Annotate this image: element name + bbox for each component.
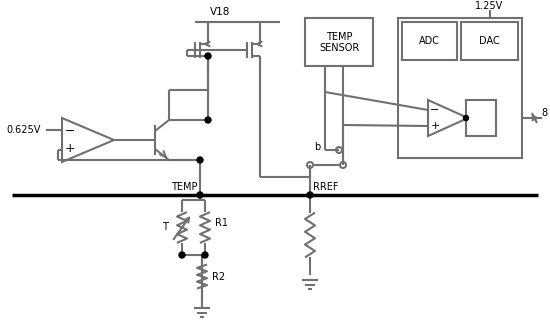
Text: T: T	[162, 222, 168, 233]
Circle shape	[197, 157, 203, 163]
Text: ADC: ADC	[419, 36, 440, 46]
Text: −: −	[65, 125, 75, 137]
Text: DAC: DAC	[479, 36, 500, 46]
Text: TEMP: TEMP	[326, 32, 352, 42]
Circle shape	[205, 117, 211, 123]
Bar	[398, 18, 522, 158]
Text: R2: R2	[212, 272, 225, 281]
Circle shape	[202, 252, 208, 258]
Text: −: −	[430, 105, 439, 115]
Bar	[461, 22, 518, 60]
Text: +: +	[65, 142, 75, 155]
Text: 8: 8	[541, 108, 547, 118]
Circle shape	[179, 252, 185, 258]
Text: R1: R1	[215, 217, 228, 228]
Text: +: +	[430, 121, 439, 131]
Circle shape	[205, 53, 211, 59]
Bar	[466, 100, 496, 136]
Text: TEMP: TEMP	[172, 182, 198, 192]
Text: 1.25V: 1.25V	[475, 1, 504, 11]
Text: RREF: RREF	[313, 182, 338, 192]
Circle shape	[197, 192, 203, 198]
Circle shape	[464, 115, 469, 120]
Circle shape	[307, 192, 313, 198]
Bar	[305, 18, 373, 66]
Text: V18: V18	[210, 7, 230, 17]
Bar	[402, 22, 457, 60]
Text: SENSOR: SENSOR	[319, 43, 359, 53]
Text: 0.625V: 0.625V	[6, 125, 40, 135]
Text: b: b	[314, 142, 320, 152]
